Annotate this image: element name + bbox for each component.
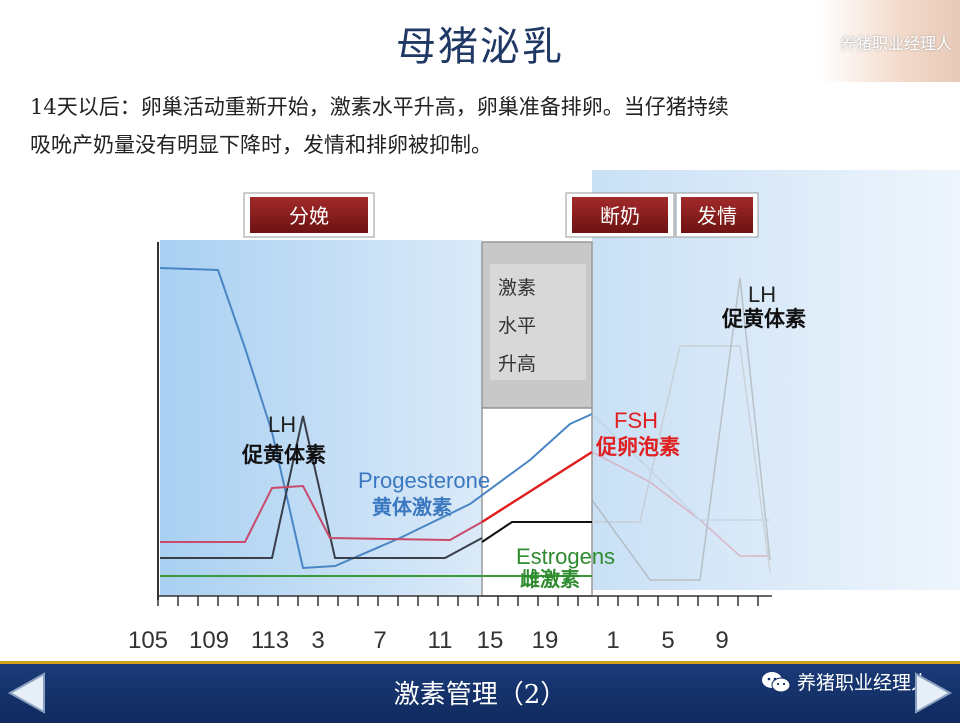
- hormone-box: [490, 264, 586, 380]
- slide-title: 母猪泌乳: [396, 24, 564, 70]
- tick-11: 11: [428, 627, 453, 654]
- description-line-1: 14天以后：卵巢活动重新开始，激素水平升高，卵巢准备排卵。当仔猪持续: [30, 95, 729, 119]
- progesterone-en: Progesterone: [358, 468, 490, 493]
- estrogens-en: Estrogens: [516, 544, 615, 569]
- hormone-box-line-2: 水平: [498, 315, 536, 337]
- hormone-diagram: 105 109 113 3 7 11 15 19 1 5 9: [128, 170, 960, 654]
- footer-watermark: 养猪职业经理人: [761, 668, 930, 695]
- tick-7: 7: [373, 627, 386, 654]
- estrus-label: 发情: [697, 204, 737, 228]
- tick-5: 5: [661, 627, 674, 654]
- estrus-event: 发情: [675, 192, 759, 238]
- lh-right-cn: 促黄体素: [721, 306, 806, 331]
- tick-3: 3: [311, 627, 324, 654]
- lh-left-en: LH: [268, 412, 296, 437]
- tick-9: 9: [715, 627, 728, 654]
- estrogens-cn: 雌激素: [520, 567, 580, 591]
- estrogens-curve: [481, 521, 592, 543]
- progesterone-cn: 黄体激素: [372, 495, 452, 519]
- farrowing-label: 分娩: [289, 204, 329, 228]
- tick-105: 105: [128, 627, 168, 654]
- post-wean-curves: [591, 277, 771, 581]
- lh-left-cn: 促黄体素: [241, 442, 326, 467]
- tick-15: 15: [477, 627, 504, 654]
- x-axis-ticks: [157, 596, 759, 606]
- tick-1: 1: [606, 627, 619, 654]
- lh-curve-left: [160, 415, 483, 559]
- progesterone-curve: [159, 267, 593, 570]
- weaning-label: 断奶: [600, 204, 640, 228]
- wechat-icon: [761, 671, 791, 692]
- top-watermark: 养猪职业经理人: [839, 34, 952, 53]
- fsh-curve: [481, 450, 593, 524]
- next-slide-button[interactable]: [910, 670, 956, 716]
- post-wean-region: [592, 170, 960, 590]
- fsh-cn: 促卵泡素: [595, 434, 680, 459]
- fsh-en: FSH: [614, 408, 658, 433]
- hormone-box-line-1: 激素: [498, 277, 536, 299]
- lactation-region: [160, 240, 482, 596]
- tick-109: 109: [189, 627, 229, 654]
- description-line-2: 吸吮产奶量没有明显下降时，发情和排卵被抑制。: [30, 133, 492, 157]
- pink-curve: [160, 484, 483, 543]
- lh-right-en: LH: [748, 282, 776, 307]
- hormone-box-line-3: 升高: [498, 353, 536, 375]
- footer-title: 激素管理（2）: [393, 680, 567, 710]
- footer-bar: 激素管理（2） 养猪职业经理人: [0, 661, 960, 723]
- top-decoration: [820, 0, 960, 82]
- prev-slide-button[interactable]: [4, 670, 50, 716]
- farrowing-event: 分娩: [243, 192, 375, 238]
- weaning-event: 断奶: [565, 192, 675, 238]
- footer-watermark-text: 养猪职业经理人: [796, 672, 930, 694]
- description: 14天以后：卵巢活动重新开始，激素水平升高，卵巢准备排卵。当仔猪持续 吸吮产奶量…: [30, 88, 930, 164]
- tick-19: 19: [532, 627, 559, 654]
- tick-113: 113: [251, 627, 289, 654]
